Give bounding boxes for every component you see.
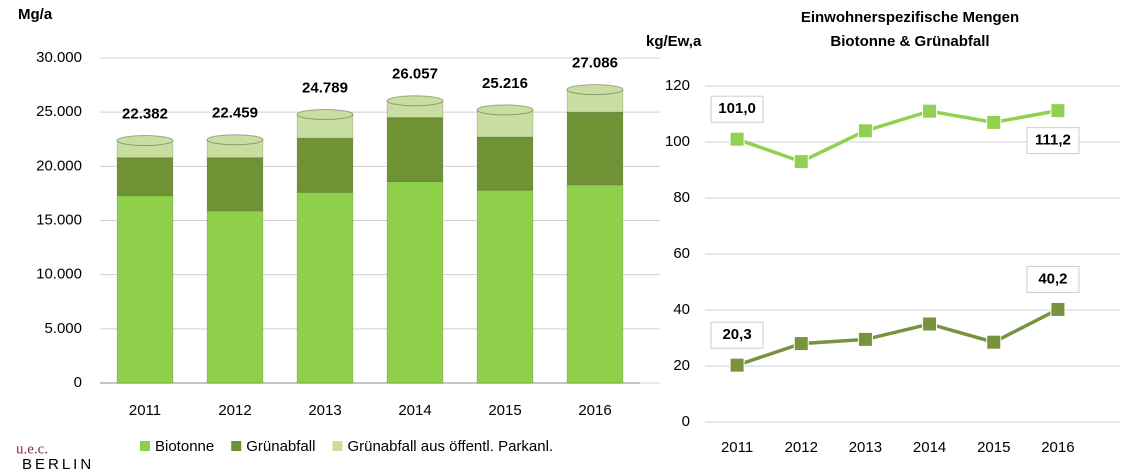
- label-box: [1026, 127, 1080, 155]
- legend-label: Grünabfall: [246, 438, 315, 455]
- logo-city: BERLIN: [22, 456, 94, 470]
- point: [729, 357, 745, 373]
- point: [986, 114, 1002, 130]
- point: [1050, 301, 1066, 317]
- y-tick-label: 25.000: [36, 103, 82, 120]
- y-tick-label: 20: [673, 357, 690, 374]
- x-tick-label: 2015: [977, 439, 1010, 456]
- line: [736, 307, 1059, 367]
- bar-segment: [476, 189, 534, 384]
- total-label: 22.459: [212, 105, 258, 122]
- point: [1050, 103, 1066, 119]
- x-tick-label: 2014: [398, 402, 431, 419]
- y-tick-label: 10.000: [36, 266, 82, 283]
- logo: u.e.c.: [16, 441, 48, 457]
- bar-segment: [116, 157, 174, 197]
- y-tick-label: 0: [682, 413, 690, 430]
- point: [922, 316, 938, 332]
- total-label: 22.382: [122, 105, 168, 122]
- data-label: 20,3: [722, 326, 751, 343]
- point: [857, 331, 873, 347]
- legend-label: Biotonne: [155, 438, 214, 455]
- bar-segment: [476, 136, 534, 191]
- y-tick-label: 20.000: [36, 157, 82, 174]
- bar-segment: [566, 184, 624, 384]
- x-tick-label: 2011: [129, 402, 161, 419]
- data-label: 40,2: [1038, 270, 1067, 287]
- legend-label: Grünabfall aus öffentl. Parkanl.: [347, 438, 553, 455]
- point: [857, 123, 873, 139]
- point: [793, 336, 809, 352]
- bar-segment: [296, 137, 354, 193]
- bar-segment: [566, 111, 624, 186]
- total-label: 24.789: [302, 79, 348, 96]
- bar-segment: [116, 195, 174, 384]
- y-tick-label: 5.000: [44, 320, 82, 337]
- y-tick-label: 60: [673, 245, 690, 262]
- y-axis-label: Mg/a: [18, 6, 53, 23]
- x-tick-label: 2016: [1041, 439, 1074, 456]
- point: [729, 131, 745, 147]
- total-label: 25.216: [482, 75, 528, 92]
- bar-segment: [206, 157, 264, 212]
- label-box: [710, 95, 764, 123]
- bar-top: [386, 95, 444, 107]
- chart-title: Biotonne & Grünabfall: [830, 33, 989, 50]
- x-tick-label: 2016: [578, 402, 611, 419]
- bar-segment: [296, 191, 354, 384]
- line: [736, 108, 1059, 164]
- point: [922, 103, 938, 119]
- bar-segment: [386, 181, 444, 384]
- total-label: 27.086: [572, 55, 618, 72]
- y-tick-label: 80: [673, 189, 690, 206]
- bar-segment: [386, 117, 444, 183]
- bar-top: [296, 108, 354, 120]
- bar-segment: [206, 210, 264, 384]
- data-label: 111,2: [1035, 132, 1071, 149]
- y-axis-label: kg/Ew,a: [646, 33, 702, 50]
- legend-swatch: [140, 441, 150, 451]
- x-tick-label: 2012: [785, 439, 818, 456]
- data-label: 101,0: [718, 100, 756, 117]
- y-tick-label: 120: [665, 77, 690, 94]
- y-tick-label: 15.000: [36, 211, 82, 228]
- y-tick-label: 100: [665, 133, 690, 150]
- x-tick-label: 2015: [488, 402, 521, 419]
- bar-top: [476, 104, 534, 116]
- total-label: 26.057: [392, 66, 438, 83]
- label-box: [710, 321, 764, 349]
- legend-swatch: [332, 441, 343, 451]
- point: [793, 154, 809, 170]
- x-tick-label: 2012: [218, 402, 251, 419]
- bar-top: [566, 84, 624, 96]
- bar-top: [206, 134, 264, 146]
- x-tick-label: 2013: [308, 402, 341, 419]
- point: [986, 334, 1002, 350]
- x-tick-label: 2014: [913, 439, 946, 456]
- x-tick-label: 2011: [721, 439, 753, 456]
- legend-swatch: [231, 441, 242, 451]
- chart-title: Einwohnerspezifische Mengen: [801, 9, 1019, 26]
- y-tick-label: 30.000: [36, 49, 82, 66]
- label-box: [1026, 265, 1080, 293]
- y-tick-label: 40: [673, 301, 690, 318]
- x-tick-label: 2013: [849, 439, 882, 456]
- bar-top: [116, 135, 174, 147]
- y-tick-label: 0: [74, 374, 82, 391]
